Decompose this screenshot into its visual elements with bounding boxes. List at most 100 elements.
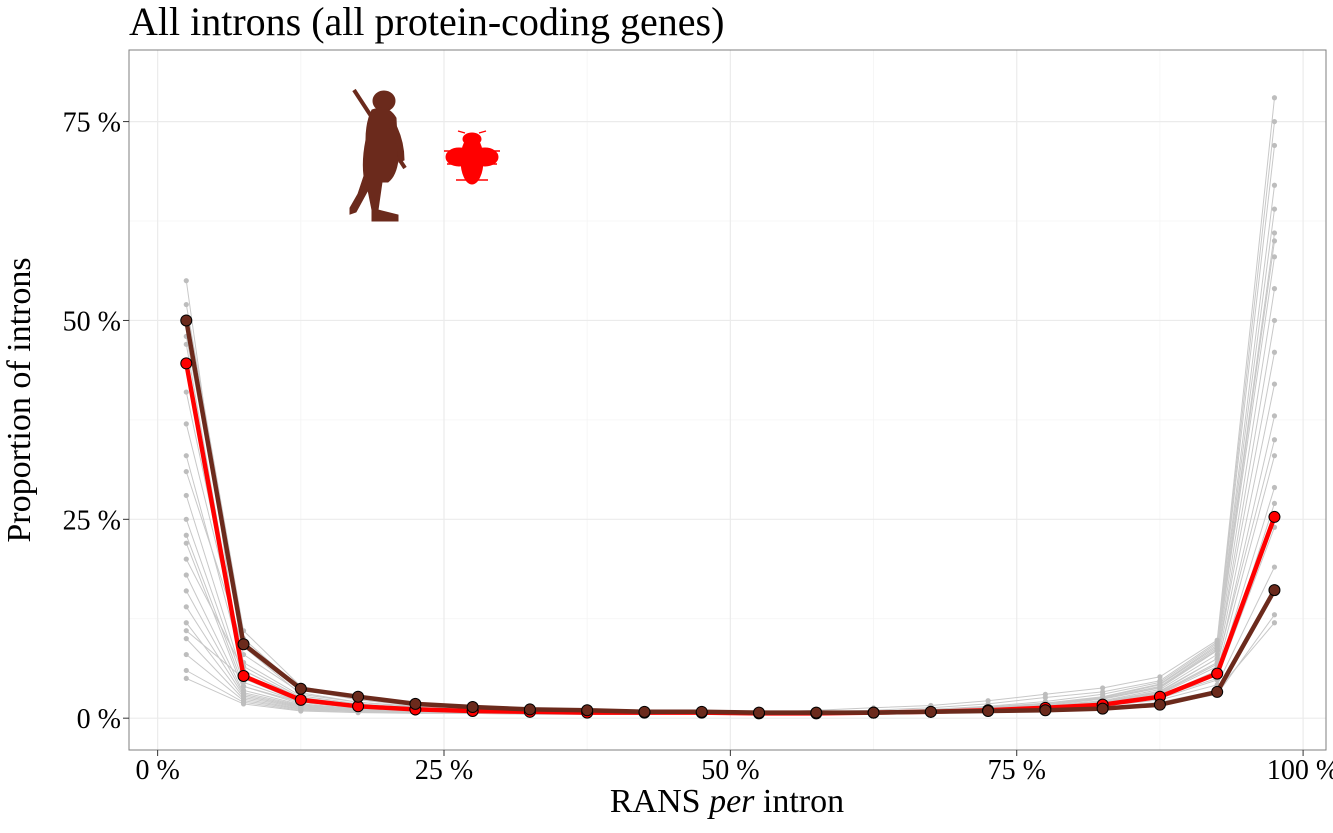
x-tick-label: 100 % (1267, 755, 1333, 786)
main-series-lines (184, 320, 1277, 716)
y-axis-tick-labels: 0 % 25 % 50 % 75 % (63, 108, 121, 736)
main-series-points (180, 314, 1281, 720)
human-silhouette-icon (349, 88, 407, 222)
background-data-point (298, 708, 304, 714)
x-axis-title-part: RANS (610, 783, 709, 820)
background-data-point (1214, 651, 1220, 658)
x-tick-label: 75 % (988, 755, 1046, 786)
background-data-point (183, 540, 189, 546)
background-data-point (183, 341, 189, 347)
background-data-point (1042, 691, 1048, 697)
y-tick-label: 0 % (77, 704, 121, 735)
background-data-point (1214, 637, 1220, 643)
fly-silhouette-icon (444, 130, 500, 185)
x-tick-label: 25 % (415, 755, 473, 786)
background-data-point (1271, 437, 1278, 443)
y-axis-title: Proportion of introns (1, 257, 38, 542)
background-data-point (183, 468, 189, 475)
series-data-point (466, 701, 479, 714)
background-data-point (183, 588, 189, 594)
series-data-point (982, 705, 995, 718)
x-axis-title-italic: per (707, 783, 755, 820)
background-data-point (183, 651, 189, 658)
background-data-point (1214, 647, 1220, 653)
background-data-point (183, 628, 189, 634)
background-data-point (183, 532, 189, 538)
background-data-point (1100, 689, 1106, 695)
background-data-point (1157, 678, 1163, 684)
background-data-point (183, 667, 189, 674)
background-data-point (1271, 206, 1278, 212)
series-data-point (695, 705, 708, 718)
series-data-point (924, 705, 937, 718)
background-data-point (1271, 500, 1278, 507)
x-axis-tick-labels: 0 % 25 % 50 % 75 % 100 % (135, 755, 1333, 786)
background-data-point (1271, 95, 1278, 101)
background-data-point (183, 301, 189, 308)
background-data-point (183, 516, 189, 522)
background-data-point (1271, 484, 1278, 491)
background-data-point (183, 492, 189, 499)
series-data-point (638, 705, 651, 718)
series-data-point (1039, 704, 1052, 717)
series-data-point (810, 706, 823, 719)
background-data-point (1271, 413, 1278, 419)
series-data-point (180, 314, 193, 327)
background-data-point (183, 421, 189, 427)
y-tick-label: 25 % (63, 505, 121, 536)
series-data-point (180, 357, 193, 370)
background-data-point (1271, 564, 1278, 570)
series-data-point (237, 670, 250, 683)
background-data-point (1157, 684, 1163, 690)
series-data-point (523, 703, 536, 716)
y-tick-label: 50 % (63, 306, 121, 337)
background-data-point (183, 278, 189, 284)
panel-border (128, 49, 1327, 751)
background-data-point (183, 556, 189, 562)
series-data-point (409, 697, 422, 710)
background-data-point (183, 675, 189, 682)
background-data-point (1271, 286, 1278, 292)
series-data-point (1211, 667, 1224, 680)
x-tick-label: 50 % (701, 755, 759, 786)
background-data-point (1271, 182, 1278, 188)
series-data-point (294, 693, 307, 706)
series-data-point (867, 706, 880, 719)
x-tick-label: 0 % (135, 755, 179, 786)
series-data-point (1268, 510, 1281, 523)
background-data-point (1157, 674, 1163, 680)
background-data-point (1271, 238, 1278, 244)
background-data-point (1271, 142, 1278, 149)
background-data-point (183, 636, 189, 642)
y-tick-label: 75 % (63, 108, 121, 139)
background-data-point (1271, 349, 1278, 355)
series-data-point (581, 704, 594, 717)
background-data-point (1271, 230, 1278, 236)
x-axis-title-part: intron (754, 783, 844, 820)
series-data-point (753, 706, 765, 719)
chart-title: All introns (all protein-coding genes) (129, 0, 724, 44)
background-data-point (1271, 620, 1278, 626)
background-data-point (183, 453, 189, 459)
background-data-point (985, 698, 991, 704)
background-data-point (1271, 118, 1278, 125)
background-data-point (1214, 655, 1220, 662)
grid (129, 50, 1326, 750)
background-data-point (183, 620, 189, 626)
series-data-point (352, 690, 365, 703)
series-line (184, 320, 1277, 715)
background-data-point (183, 604, 189, 610)
background-data-point (1100, 685, 1106, 691)
series-data-point (1153, 698, 1166, 711)
background-data-point (1271, 317, 1278, 324)
axis-ticks (123, 121, 1304, 756)
series-data-point (1096, 702, 1109, 715)
background-data-point (1271, 381, 1278, 387)
background-data-point (1271, 453, 1278, 459)
series-data-point (1211, 685, 1224, 698)
background-data-point (1271, 612, 1278, 618)
background-data-point (183, 389, 189, 395)
series-data-point (294, 682, 307, 695)
background-data-point (240, 701, 247, 707)
